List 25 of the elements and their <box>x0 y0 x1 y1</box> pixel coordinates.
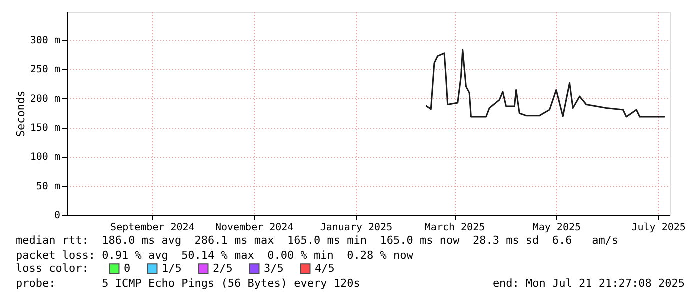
y-tick-label: 250 m <box>30 64 60 76</box>
legend-label: 3/5 <box>264 262 284 275</box>
y-tick-label: 150 m <box>30 123 60 134</box>
y-tick-label: 100 m <box>30 152 60 164</box>
text: median rtt: 186.0 ms avg 286.1 ms max 165.0 ms min 165.0 ms now 28.3 ms sd 6.6 am/s <box>16 234 619 247</box>
x-tick-label: November 2024 <box>215 222 294 234</box>
legend-label: 0 <box>124 262 131 275</box>
x-tick-label: May 2025 <box>532 222 581 234</box>
legend-label: 1/5 <box>162 262 182 275</box>
x-tick-label: March 2025 <box>424 222 486 234</box>
y-tick-label: 300 m <box>30 36 60 46</box>
y-axis-title: Seconds <box>14 90 28 138</box>
y-tick-label: 0 <box>54 210 60 222</box>
x-tick-label: July 2025 <box>632 222 686 234</box>
text: end: Mon Jul 21 21:27:08 2025 <box>492 277 685 290</box>
text: packet loss: 0.91 % avg 50.14 % max 0.00 % min 0.28 % now <box>16 249 414 262</box>
legend-label: 2/5 <box>213 262 233 275</box>
text: probe: 5 ICMP Echo Pings (56 Bytes) every 120s <box>16 277 360 290</box>
x-tick-label: January 2025 <box>320 222 393 234</box>
x-tick-label: September 2024 <box>110 222 195 234</box>
y-tick-label: 50 m <box>36 181 60 192</box>
legend-label: 4/5 <box>315 262 335 275</box>
legend-title: loss color: <box>16 262 89 275</box>
y-tick-label: 200 m <box>30 94 60 105</box>
line-series <box>425 49 666 118</box>
